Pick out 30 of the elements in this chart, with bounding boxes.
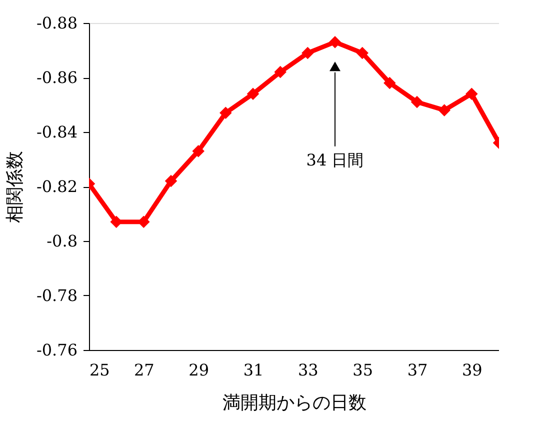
x-tick-label: 39 — [462, 360, 482, 380]
point — [410, 96, 424, 108]
point — [274, 66, 286, 78]
y-tick-label: -0.82 — [36, 177, 78, 196]
point — [302, 46, 314, 60]
point — [356, 46, 368, 60]
y-tick-label: -0.86 — [36, 68, 78, 87]
y-tick-label: -0.88 — [36, 14, 78, 32]
point — [192, 144, 204, 158]
x-tick-label: 27 — [134, 360, 154, 380]
x-tick-label: 25 — [90, 360, 110, 380]
annotation: 34 日間 — [306, 150, 364, 170]
x-tick-label: 29 — [188, 360, 210, 380]
x-axis-title: 満開期からの日数 — [222, 392, 366, 414]
point — [438, 104, 450, 116]
point — [328, 36, 342, 48]
x-tick-label: 35 — [352, 360, 374, 380]
y-tick-label: -0.8 — [46, 232, 78, 250]
y-tick-label: -0.84 — [36, 122, 78, 142]
point — [220, 106, 232, 120]
y-tick-label: -0.78 — [36, 286, 78, 305]
point — [466, 88, 478, 100]
y-axis-title: 相関係数 — [4, 151, 26, 223]
x-tick-label: 31 — [243, 360, 264, 380]
point — [246, 88, 260, 100]
point — [164, 174, 178, 188]
x-tick-label: 37 — [407, 360, 428, 380]
point — [384, 76, 396, 90]
y-tick-label: -0.76 — [36, 340, 78, 360]
x-tick-label: 33 — [298, 360, 318, 380]
